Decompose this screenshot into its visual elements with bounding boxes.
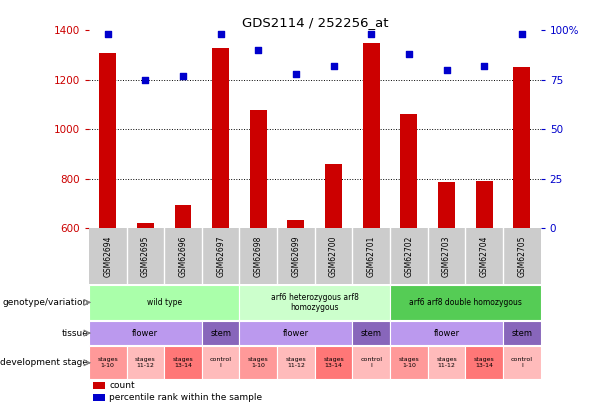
- Text: GSM62705: GSM62705: [517, 235, 527, 277]
- Point: [103, 31, 113, 38]
- Text: genotype/variation: genotype/variation: [2, 298, 88, 307]
- Text: GSM62698: GSM62698: [254, 236, 263, 277]
- Text: stem: stem: [360, 328, 382, 338]
- Point: [517, 31, 527, 38]
- Text: GSM62702: GSM62702: [405, 236, 413, 277]
- Bar: [390, 321, 503, 345]
- Text: stem: stem: [210, 328, 231, 338]
- Bar: [99, 53, 116, 228]
- Text: GSM62699: GSM62699: [291, 235, 300, 277]
- Bar: [202, 346, 240, 379]
- Text: GSM62697: GSM62697: [216, 235, 225, 277]
- Text: stages
11-12: stages 11-12: [286, 357, 306, 368]
- Bar: [503, 346, 541, 379]
- Text: development stage: development stage: [1, 358, 88, 367]
- Text: arf6 arf8 double homozygous: arf6 arf8 double homozygous: [409, 298, 522, 307]
- Text: GSM62695: GSM62695: [141, 235, 150, 277]
- Text: GSM62703: GSM62703: [442, 235, 451, 277]
- Text: stages
11-12: stages 11-12: [135, 357, 156, 368]
- Bar: [476, 181, 493, 228]
- Bar: [93, 394, 105, 401]
- Point: [178, 72, 188, 79]
- Point: [367, 31, 376, 38]
- Bar: [438, 183, 455, 228]
- Text: GSM62700: GSM62700: [329, 235, 338, 277]
- Text: GSM62694: GSM62694: [103, 235, 112, 277]
- Title: GDS2114 / 252256_at: GDS2114 / 252256_at: [242, 16, 388, 29]
- Text: GSM62696: GSM62696: [178, 235, 188, 277]
- Bar: [202, 321, 240, 345]
- Bar: [240, 346, 277, 379]
- Bar: [287, 220, 305, 228]
- Point: [441, 67, 451, 73]
- Bar: [89, 321, 202, 345]
- Bar: [352, 346, 390, 379]
- Bar: [390, 285, 541, 320]
- Text: tissue: tissue: [61, 328, 88, 338]
- Bar: [390, 346, 428, 379]
- Bar: [240, 285, 390, 320]
- Text: stages
13-14: stages 13-14: [173, 357, 193, 368]
- Bar: [89, 346, 126, 379]
- Text: stages
11-12: stages 11-12: [436, 357, 457, 368]
- Point: [479, 63, 489, 69]
- Text: stem: stem: [511, 328, 532, 338]
- Bar: [137, 223, 154, 228]
- Text: stages
1-10: stages 1-10: [398, 357, 419, 368]
- Text: flower: flower: [132, 328, 158, 338]
- Bar: [126, 346, 164, 379]
- Bar: [250, 109, 267, 228]
- Point: [253, 47, 263, 53]
- Text: control
l: control l: [511, 357, 533, 368]
- Text: stages
1-10: stages 1-10: [97, 357, 118, 368]
- Bar: [240, 321, 352, 345]
- Bar: [277, 346, 315, 379]
- Bar: [164, 346, 202, 379]
- Text: control
l: control l: [210, 357, 232, 368]
- Point: [404, 51, 414, 58]
- Text: GSM62704: GSM62704: [480, 235, 489, 277]
- Bar: [363, 43, 379, 228]
- Text: count: count: [109, 382, 135, 390]
- Text: flower: flower: [283, 328, 309, 338]
- Bar: [93, 382, 105, 389]
- Bar: [175, 205, 191, 228]
- Bar: [428, 346, 465, 379]
- Text: stages
1-10: stages 1-10: [248, 357, 268, 368]
- Text: control
l: control l: [360, 357, 383, 368]
- Bar: [400, 115, 417, 228]
- Text: GSM62701: GSM62701: [367, 236, 376, 277]
- Text: percentile rank within the sample: percentile rank within the sample: [109, 393, 262, 402]
- Point: [140, 77, 150, 83]
- Text: arf6 heterozygous arf8
homozygous: arf6 heterozygous arf8 homozygous: [271, 293, 359, 312]
- Bar: [315, 346, 352, 379]
- Bar: [89, 285, 240, 320]
- Bar: [352, 321, 390, 345]
- Bar: [503, 321, 541, 345]
- Point: [291, 70, 301, 77]
- Text: stages
13-14: stages 13-14: [323, 357, 344, 368]
- Bar: [325, 164, 342, 228]
- Point: [329, 63, 338, 69]
- Text: flower: flower: [433, 328, 460, 338]
- Bar: [465, 346, 503, 379]
- Point: [216, 31, 226, 38]
- Text: wild type: wild type: [147, 298, 181, 307]
- Text: stages
13-14: stages 13-14: [474, 357, 495, 368]
- Bar: [513, 68, 530, 228]
- Bar: [212, 48, 229, 228]
